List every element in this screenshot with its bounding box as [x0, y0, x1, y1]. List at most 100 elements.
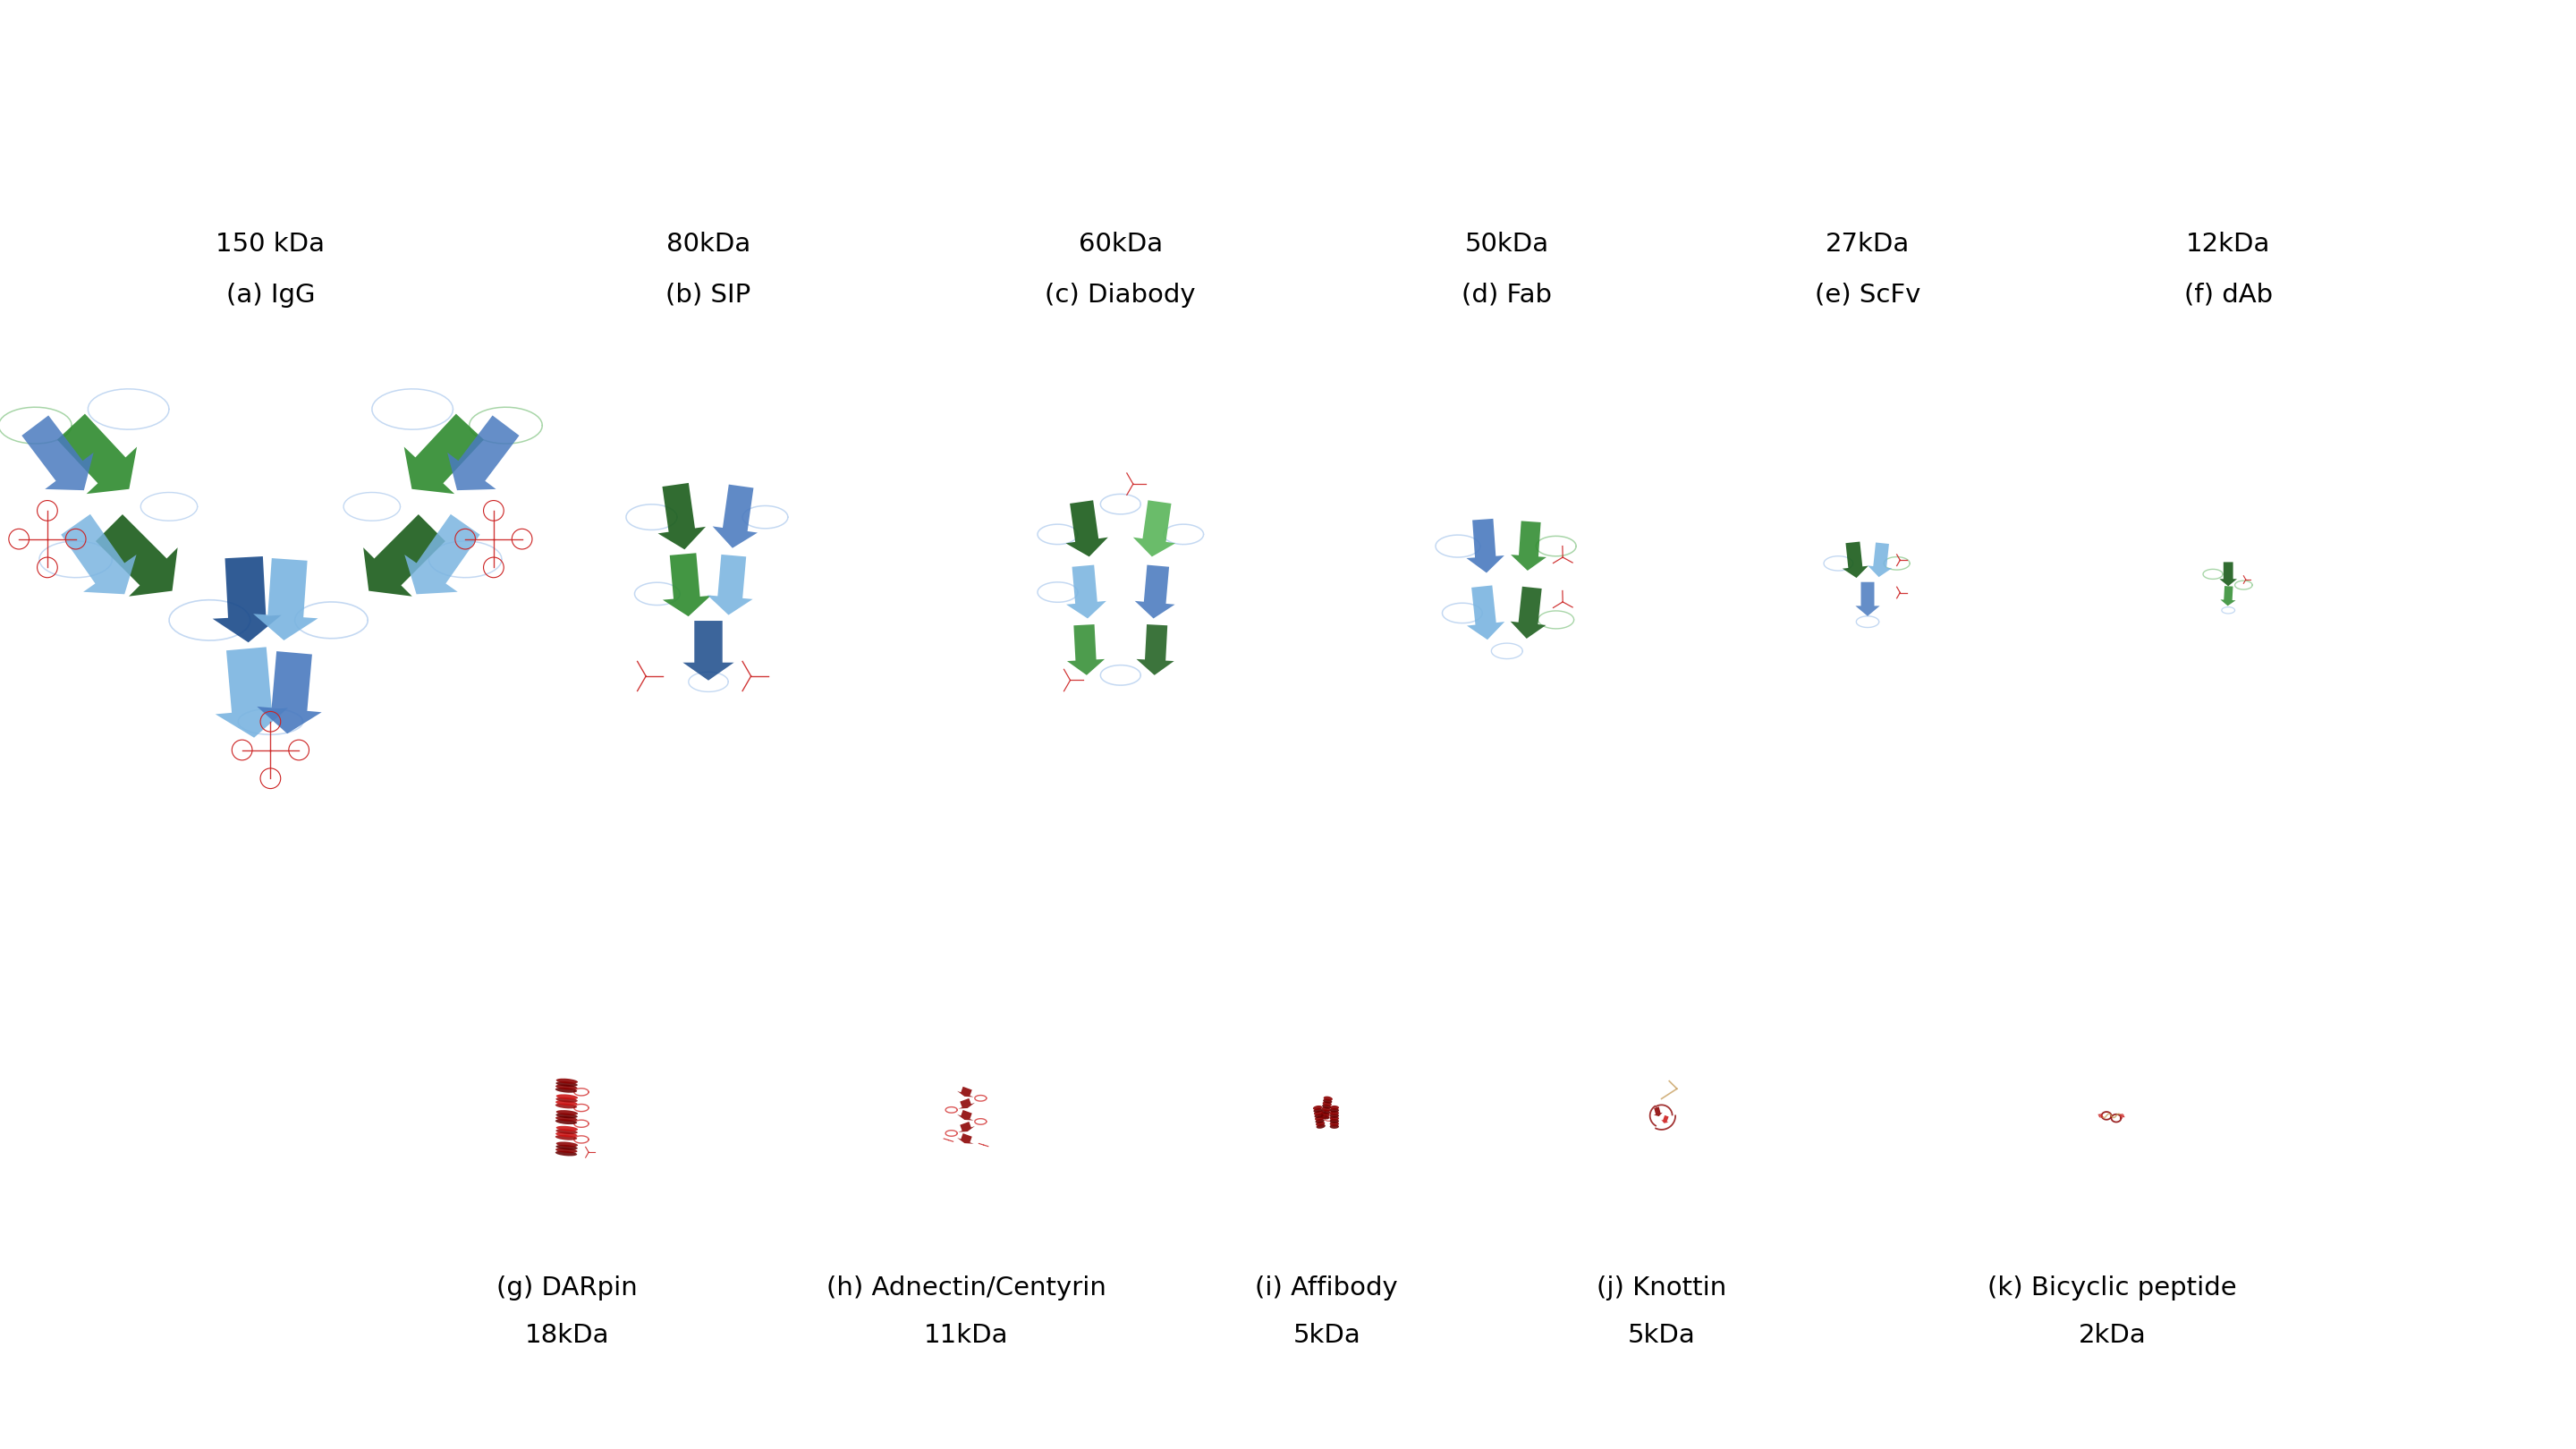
- Text: 11kDa: 11kDa: [925, 1323, 1007, 1348]
- Text: 150 kDa: 150 kDa: [216, 232, 325, 256]
- Polygon shape: [958, 1098, 974, 1108]
- Ellipse shape: [1314, 1111, 1324, 1116]
- Ellipse shape: [1321, 1107, 1332, 1111]
- Text: (k) Bicyclic peptide: (k) Bicyclic peptide: [1989, 1275, 2236, 1300]
- Polygon shape: [1466, 519, 1504, 572]
- Polygon shape: [1136, 625, 1175, 675]
- Polygon shape: [2221, 562, 2236, 587]
- Ellipse shape: [1316, 1124, 1327, 1129]
- Polygon shape: [1066, 625, 1105, 675]
- Ellipse shape: [1314, 1116, 1324, 1120]
- Polygon shape: [258, 651, 322, 733]
- Text: (e) ScFv: (e) ScFv: [1814, 283, 1922, 307]
- Text: 60kDa: 60kDa: [1079, 232, 1162, 256]
- Polygon shape: [1662, 1116, 1669, 1123]
- Polygon shape: [404, 414, 484, 494]
- Ellipse shape: [1321, 1113, 1329, 1117]
- Ellipse shape: [556, 1084, 577, 1090]
- Polygon shape: [2221, 585, 2236, 606]
- Polygon shape: [1868, 542, 1891, 577]
- Ellipse shape: [1321, 1101, 1332, 1106]
- Polygon shape: [662, 554, 711, 616]
- Ellipse shape: [556, 1088, 577, 1093]
- Text: 27kDa: 27kDa: [1826, 232, 1909, 256]
- Polygon shape: [958, 1087, 974, 1097]
- Ellipse shape: [1329, 1111, 1340, 1116]
- Ellipse shape: [1321, 1104, 1332, 1108]
- Polygon shape: [363, 514, 446, 597]
- Polygon shape: [1842, 542, 1868, 578]
- Ellipse shape: [1316, 1119, 1324, 1123]
- Polygon shape: [958, 1122, 974, 1132]
- Ellipse shape: [556, 1142, 577, 1148]
- Ellipse shape: [556, 1145, 577, 1151]
- Polygon shape: [708, 555, 752, 614]
- Ellipse shape: [1329, 1114, 1340, 1117]
- Ellipse shape: [1314, 1108, 1321, 1113]
- Text: 12kDa: 12kDa: [2187, 232, 2269, 256]
- Polygon shape: [216, 648, 289, 738]
- Text: 18kDa: 18kDa: [526, 1323, 608, 1348]
- Ellipse shape: [556, 1148, 577, 1153]
- Text: 2kDa: 2kDa: [2079, 1323, 2146, 1348]
- Text: 50kDa: 50kDa: [1466, 232, 1548, 256]
- Polygon shape: [958, 1133, 974, 1143]
- Ellipse shape: [556, 1119, 577, 1124]
- Text: (f) dAb: (f) dAb: [2184, 283, 2272, 307]
- Polygon shape: [714, 484, 757, 548]
- Ellipse shape: [556, 1151, 577, 1156]
- Ellipse shape: [556, 1113, 577, 1119]
- Ellipse shape: [556, 1094, 577, 1100]
- Text: (j) Knottin: (j) Knottin: [1597, 1275, 1726, 1300]
- Text: (i) Affibody: (i) Affibody: [1255, 1275, 1399, 1300]
- Polygon shape: [1066, 500, 1108, 556]
- Ellipse shape: [1329, 1108, 1340, 1113]
- Ellipse shape: [556, 1116, 577, 1122]
- Polygon shape: [1466, 585, 1504, 639]
- Ellipse shape: [556, 1078, 577, 1084]
- Ellipse shape: [1329, 1124, 1340, 1129]
- Text: (a) IgG: (a) IgG: [227, 283, 314, 307]
- Ellipse shape: [1324, 1098, 1332, 1104]
- Ellipse shape: [556, 1132, 577, 1137]
- Polygon shape: [683, 620, 734, 681]
- Ellipse shape: [556, 1110, 577, 1116]
- Ellipse shape: [1314, 1113, 1324, 1119]
- Text: 5kDa: 5kDa: [1293, 1323, 1360, 1348]
- Ellipse shape: [1329, 1116, 1340, 1120]
- Ellipse shape: [556, 1100, 577, 1106]
- Text: (c) Diabody: (c) Diabody: [1046, 283, 1195, 307]
- Polygon shape: [657, 483, 706, 549]
- Polygon shape: [1654, 1107, 1662, 1116]
- Polygon shape: [95, 514, 178, 597]
- Polygon shape: [21, 416, 93, 490]
- Polygon shape: [448, 416, 520, 490]
- Ellipse shape: [1324, 1097, 1332, 1101]
- Text: 80kDa: 80kDa: [667, 232, 750, 256]
- Polygon shape: [57, 414, 137, 494]
- Polygon shape: [62, 514, 137, 594]
- Text: (d) Fab: (d) Fab: [1461, 283, 1553, 307]
- Ellipse shape: [556, 1103, 577, 1108]
- Text: (h) Adnectin/Centyrin: (h) Adnectin/Centyrin: [827, 1275, 1105, 1300]
- Ellipse shape: [556, 1081, 577, 1087]
- Ellipse shape: [1321, 1110, 1329, 1114]
- Polygon shape: [1066, 565, 1105, 619]
- Polygon shape: [404, 514, 479, 594]
- Ellipse shape: [1329, 1122, 1340, 1126]
- Polygon shape: [1133, 500, 1175, 556]
- Ellipse shape: [1316, 1122, 1324, 1126]
- Ellipse shape: [556, 1129, 577, 1135]
- Polygon shape: [214, 556, 281, 642]
- Polygon shape: [1510, 587, 1546, 639]
- Ellipse shape: [556, 1097, 577, 1103]
- Ellipse shape: [1329, 1119, 1340, 1123]
- Ellipse shape: [556, 1126, 577, 1132]
- Text: 5kDa: 5kDa: [1628, 1323, 1695, 1348]
- Ellipse shape: [556, 1135, 577, 1140]
- Ellipse shape: [1329, 1106, 1340, 1110]
- Ellipse shape: [1314, 1106, 1321, 1110]
- Polygon shape: [1855, 582, 1880, 616]
- Polygon shape: [958, 1110, 974, 1120]
- Text: (b) SIP: (b) SIP: [665, 283, 752, 307]
